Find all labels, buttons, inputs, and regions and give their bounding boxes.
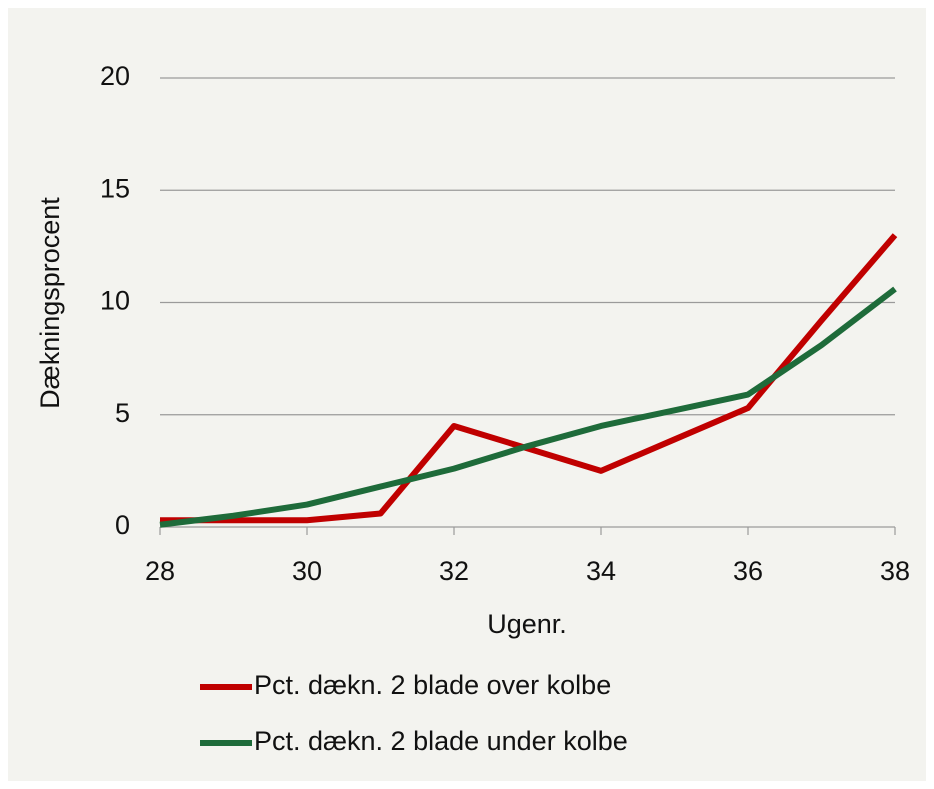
x-axis-label: Ugenr. bbox=[487, 609, 567, 639]
series-line bbox=[159, 286, 897, 528]
x-tick-label: 32 bbox=[439, 556, 469, 586]
x-tick-label: 28 bbox=[145, 556, 175, 586]
x-tick-label: 36 bbox=[733, 556, 763, 586]
legend-label: Pct. dækn. 2 blade under kolbe bbox=[254, 726, 628, 756]
x-tick-label: 34 bbox=[586, 556, 616, 586]
chart-background bbox=[8, 8, 926, 781]
y-tick-label: 5 bbox=[115, 398, 130, 428]
y-tick-label: 20 bbox=[100, 61, 130, 91]
x-tick-label: 38 bbox=[880, 556, 910, 586]
y-axis-label: Dækningsprocent bbox=[35, 197, 65, 409]
x-tick-label: 30 bbox=[292, 556, 322, 586]
legend-label: Pct. dækn. 2 blade over kolbe bbox=[254, 670, 611, 700]
y-tick-label: 0 bbox=[115, 510, 130, 540]
y-tick-label: 10 bbox=[100, 286, 130, 316]
y-tick-label: 15 bbox=[100, 173, 130, 203]
